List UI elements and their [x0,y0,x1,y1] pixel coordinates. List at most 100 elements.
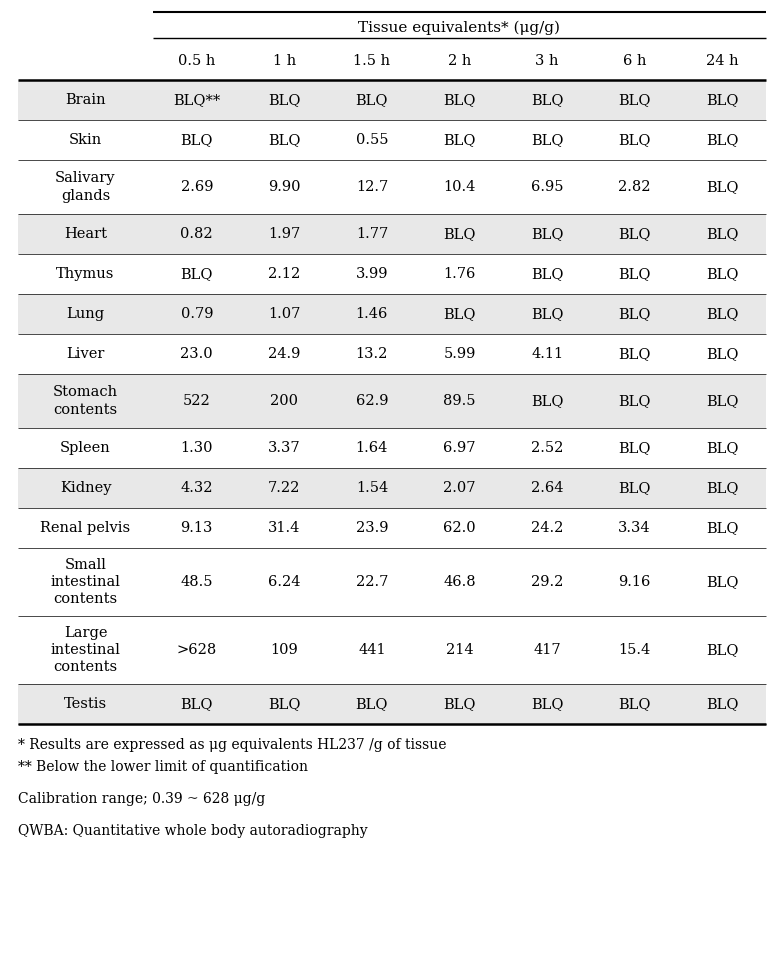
Text: BLQ: BLQ [443,697,476,711]
Text: BLQ: BLQ [619,481,651,495]
Text: 23.9: 23.9 [356,521,388,535]
Bar [18,374,766,428]
Text: BLQ: BLQ [443,227,476,241]
Text: 0.79: 0.79 [180,307,213,321]
Text: 6.95: 6.95 [531,180,564,194]
Text: 4.11: 4.11 [531,347,563,361]
Text: BLQ: BLQ [531,93,564,107]
Bar [18,294,766,334]
Text: 214: 214 [445,643,474,657]
Text: BLQ: BLQ [619,394,651,408]
Text: Small
intestinal
contents: Small intestinal contents [50,558,121,606]
Text: BLQ: BLQ [706,347,739,361]
Text: BLQ: BLQ [180,267,213,281]
Text: 6.97: 6.97 [443,441,476,455]
Text: 7.22: 7.22 [268,481,300,495]
Text: 1.07: 1.07 [268,307,300,321]
Text: * Results are expressed as μg equivalents HL237 /g of tissue: * Results are expressed as μg equivalent… [18,738,447,752]
Text: 10.4: 10.4 [443,180,476,194]
Text: BLQ: BLQ [268,133,300,147]
Text: BLQ: BLQ [619,133,651,147]
Text: Kidney: Kidney [60,481,111,495]
Text: 2.64: 2.64 [531,481,564,495]
Text: 31.4: 31.4 [268,521,300,535]
Text: BLQ: BLQ [619,347,651,361]
Bar [18,214,766,254]
Text: BLQ: BLQ [706,521,739,535]
Text: Spleen: Spleen [60,441,111,455]
Text: 1.30: 1.30 [180,441,213,455]
Text: 1.64: 1.64 [356,441,388,455]
Text: 9.90: 9.90 [268,180,300,194]
Text: 2.82: 2.82 [619,180,651,194]
Text: 417: 417 [533,643,561,657]
Text: BLQ: BLQ [443,133,476,147]
Text: BLQ: BLQ [706,133,739,147]
Text: BLQ: BLQ [180,133,213,147]
Bar [18,684,766,724]
Text: BLQ: BLQ [268,697,300,711]
Text: BLQ: BLQ [531,307,564,321]
Text: 89.5: 89.5 [443,394,476,408]
Text: >628: >628 [176,643,217,657]
Text: 2.52: 2.52 [531,441,563,455]
Text: 3 h: 3 h [535,54,559,68]
Text: BLQ: BLQ [619,93,651,107]
Text: 2.12: 2.12 [268,267,300,281]
Text: Heart: Heart [64,227,107,241]
Text: 1.97: 1.97 [268,227,300,241]
Text: BLQ: BLQ [706,267,739,281]
Text: Renal pelvis: Renal pelvis [41,521,131,535]
Text: BLQ: BLQ [531,697,564,711]
Text: 0.55: 0.55 [356,133,388,147]
Text: Lung: Lung [67,307,104,321]
Text: BLQ: BLQ [706,394,739,408]
Text: ** Below the lower limit of quantification: ** Below the lower limit of quantificati… [18,760,308,774]
Text: 6.24: 6.24 [268,575,300,589]
Text: 522: 522 [183,394,211,408]
Text: 24.2: 24.2 [531,521,563,535]
Text: QWBA: Quantitative whole body autoradiography: QWBA: Quantitative whole body autoradiog… [18,824,368,838]
Text: 15.4: 15.4 [619,643,651,657]
Text: BLQ: BLQ [443,93,476,107]
Text: 5.99: 5.99 [443,347,476,361]
Text: Stomach
contents: Stomach contents [53,386,118,416]
Text: Thymus: Thymus [56,267,114,281]
Bar [18,468,766,508]
Text: BLQ: BLQ [531,267,564,281]
Text: BLQ: BLQ [531,227,564,241]
Text: 13.2: 13.2 [356,347,388,361]
Text: Skin: Skin [69,133,102,147]
Text: 109: 109 [270,643,298,657]
Text: 22.7: 22.7 [356,575,388,589]
Text: BLQ: BLQ [356,93,388,107]
Text: 0.82: 0.82 [180,227,213,241]
Text: Calibration range; 0.39 ~ 628 μg/g: Calibration range; 0.39 ~ 628 μg/g [18,792,265,806]
Text: BLQ: BLQ [619,441,651,455]
Text: Tissue equivalents* (μg/g): Tissue equivalents* (μg/g) [358,20,561,34]
Text: 12.7: 12.7 [356,180,388,194]
Text: 1.5 h: 1.5 h [354,54,390,68]
Text: BLQ: BLQ [706,575,739,589]
Text: BLQ: BLQ [268,93,300,107]
Text: 29.2: 29.2 [531,575,563,589]
Text: 1.76: 1.76 [443,267,476,281]
Text: 46.8: 46.8 [443,575,476,589]
Text: BLQ: BLQ [706,307,739,321]
Text: BLQ: BLQ [531,133,564,147]
Text: BLQ: BLQ [706,180,739,194]
Text: BLQ: BLQ [706,643,739,657]
Text: BLQ**: BLQ** [173,93,220,107]
Text: 0.5 h: 0.5 h [178,54,216,68]
Text: 4.32: 4.32 [180,481,213,495]
Text: BLQ: BLQ [180,697,213,711]
Text: 48.5: 48.5 [180,575,213,589]
Text: 1.54: 1.54 [356,481,388,495]
Text: Brain: Brain [65,93,106,107]
Text: BLQ: BLQ [706,481,739,495]
Text: BLQ: BLQ [443,307,476,321]
Text: 24.9: 24.9 [268,347,300,361]
Text: BLQ: BLQ [706,441,739,455]
Text: 9.13: 9.13 [180,521,213,535]
Text: BLQ: BLQ [356,697,388,711]
